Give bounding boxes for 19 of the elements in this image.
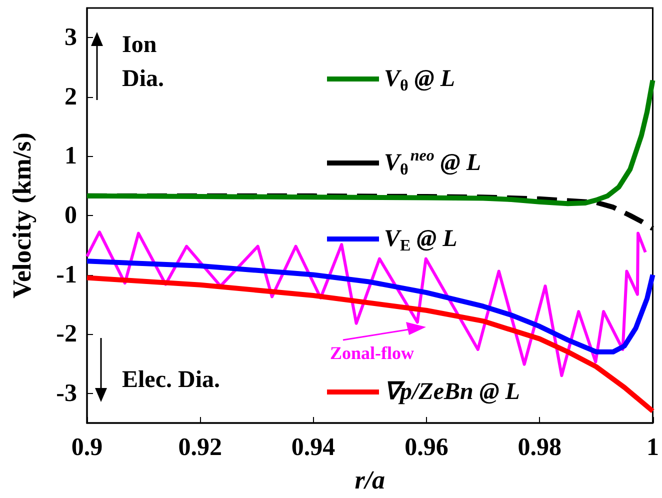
- x-tick-label: 1: [646, 434, 659, 461]
- annotation: Ion Dia.: [122, 32, 164, 92]
- y-tick-label: 2: [64, 83, 77, 110]
- x-axis-title: r/a: [354, 466, 386, 494]
- y-tick-label: -2: [56, 320, 77, 348]
- x-tick-label: 0.96: [404, 434, 448, 461]
- annotation: Elec. Dia.: [122, 367, 220, 393]
- y-tick-label: 3: [64, 24, 77, 52]
- y-tick-label: 1: [64, 142, 77, 170]
- x-tick-label: 0.94: [291, 434, 336, 461]
- y-tick-label: -3: [56, 380, 77, 407]
- y-tick-label: 0: [64, 202, 77, 229]
- x-tick-label: 0.9: [71, 434, 103, 461]
- x-tick-label: 0.98: [518, 434, 562, 461]
- y-tick-label: -1: [56, 261, 77, 288]
- y-axis-title: Velocity (km/s): [8, 132, 36, 298]
- x-tick-label: 0.92: [178, 434, 222, 461]
- legend-label: ∇p/ZeBn @ L: [384, 379, 520, 405]
- series-label: Zonal-flow: [330, 343, 414, 363]
